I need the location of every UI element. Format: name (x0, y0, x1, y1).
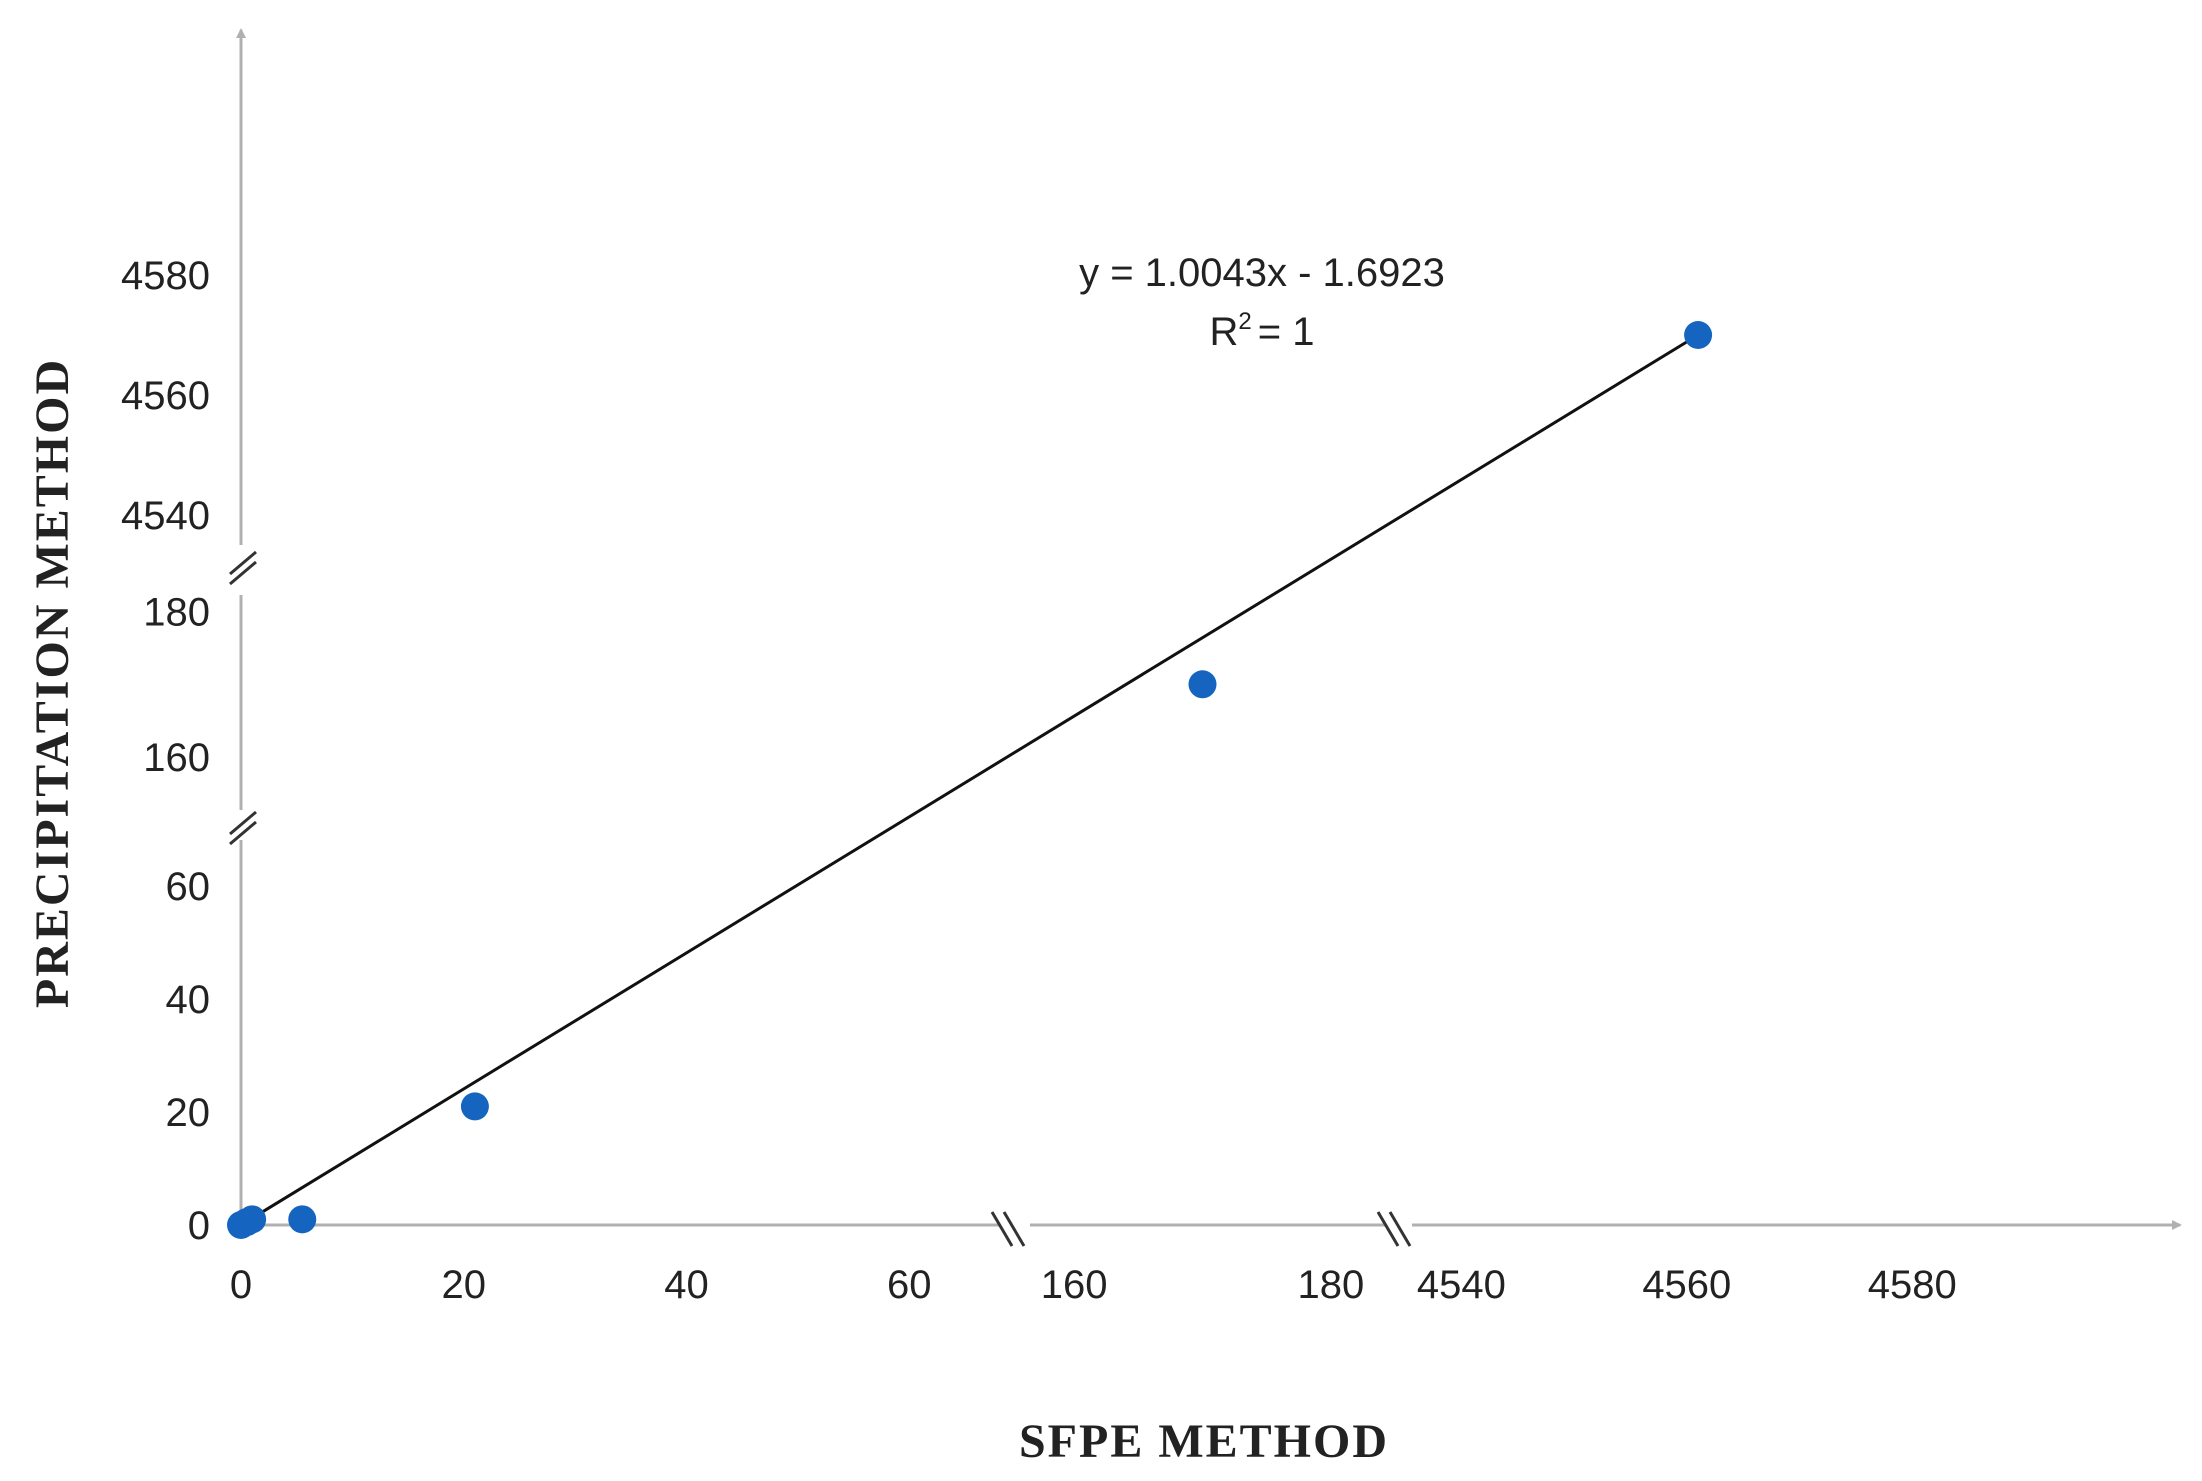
axes (229, 28, 2182, 1247)
data-point (238, 1205, 267, 1234)
x-tick-label: 4540 (1417, 1263, 1506, 1307)
y-tick-label: 4580 (121, 254, 210, 298)
x-tick-labels: 0 20 40 60 160 180 4540 4560 4580 (230, 1263, 1957, 1307)
y-axis-break-1 (229, 810, 257, 846)
data-points (227, 321, 1713, 1239)
x-tick-label: 180 (1297, 1263, 1364, 1307)
x-tick-label: 40 (664, 1263, 709, 1307)
y-tick-label: 0 (188, 1204, 210, 1248)
r-squared-exponent: 2 (1238, 308, 1251, 335)
trendline-equation-text: y = 1.0043x - 1.6923 (1079, 251, 1445, 295)
y-tick-labels: 0 20 40 60 160 180 4540 4560 4580 (121, 254, 210, 1248)
trendline-equation: y = 1.0043x - 1.6923 R2 = 1 (1079, 251, 1445, 354)
x-tick-label: 160 (1041, 1263, 1108, 1307)
data-point (1684, 321, 1713, 349)
r-squared-value: = 1 (1258, 310, 1315, 354)
y-tick-label: 20 (166, 1091, 211, 1135)
data-point (460, 1092, 489, 1121)
trendline (240, 333, 1699, 1227)
x-axis-title: SFPE METHOD (1019, 1415, 1389, 1468)
y-tick-label: 60 (166, 865, 211, 909)
y-tick-label: 180 (143, 590, 210, 634)
x-tick-label: 4560 (1642, 1263, 1731, 1307)
r-squared-label: R2 = 1 (1210, 308, 1315, 354)
x-tick-label: 0 (230, 1263, 252, 1307)
y-axis-break-2 (229, 550, 257, 586)
y-tick-label: 4560 (121, 374, 210, 418)
r-squared-r: R (1210, 310, 1239, 354)
x-tick-label: 60 (887, 1263, 932, 1307)
x-axis-break-1 (990, 1211, 1026, 1247)
y-axis-title: PRECIPITATION METHOD (26, 358, 79, 1008)
y-tick-label: 4540 (121, 494, 210, 538)
x-axis-break-2 (1376, 1211, 1412, 1247)
x-tick-label: 20 (442, 1263, 487, 1307)
x-tick-label: 4580 (1868, 1263, 1957, 1307)
data-point (288, 1205, 317, 1234)
y-tick-label: 40 (166, 978, 211, 1022)
data-point (1188, 670, 1217, 699)
y-tick-label: 160 (143, 736, 210, 780)
